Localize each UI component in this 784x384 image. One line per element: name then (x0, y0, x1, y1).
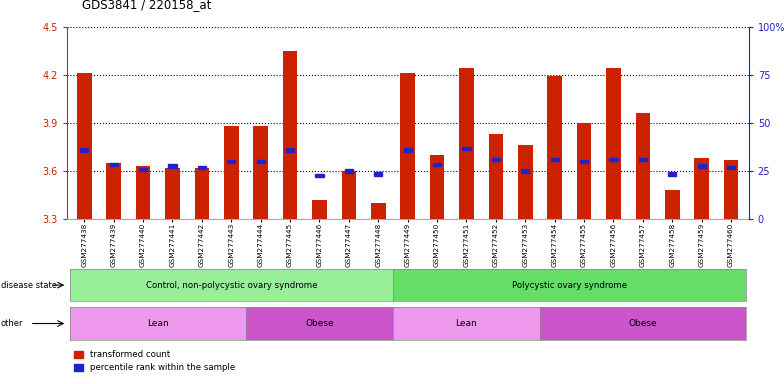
Bar (665, 190, 680, 219)
Text: Obese: Obese (305, 319, 334, 328)
Bar (374, 172, 383, 176)
Bar (404, 148, 412, 152)
Bar (580, 160, 588, 163)
Bar (253, 126, 268, 219)
Bar (110, 163, 118, 166)
Bar (433, 163, 441, 166)
Legend: transformed count, percentile rank within the sample: transformed count, percentile rank withi… (71, 347, 238, 376)
Bar (488, 134, 503, 219)
Text: Polycystic ovary syndrome: Polycystic ovary syndrome (512, 281, 627, 290)
Bar (609, 158, 618, 161)
Bar (315, 174, 324, 177)
Bar (107, 163, 121, 219)
Bar (636, 113, 650, 219)
Bar (139, 167, 147, 171)
Bar (345, 169, 353, 172)
Text: disease state: disease state (1, 281, 56, 290)
Text: Lean: Lean (456, 319, 477, 328)
Bar (165, 168, 180, 219)
Bar (550, 158, 559, 161)
Bar (286, 148, 294, 152)
Text: Lean: Lean (147, 319, 169, 328)
Text: Obese: Obese (629, 319, 657, 328)
Bar (463, 147, 470, 150)
Bar (80, 148, 89, 152)
Bar (430, 155, 445, 219)
Bar (198, 166, 206, 169)
Bar (724, 160, 739, 219)
Text: Control, non-polycystic ovary syndrome: Control, non-polycystic ovary syndrome (146, 281, 317, 290)
Bar (727, 166, 735, 169)
Bar (312, 200, 327, 219)
Bar (668, 172, 677, 176)
Bar (639, 158, 647, 161)
Bar (371, 203, 386, 219)
Bar (342, 171, 356, 219)
Bar (169, 164, 176, 168)
Text: GDS3841 / 220158_at: GDS3841 / 220158_at (82, 0, 212, 12)
Bar (521, 169, 529, 172)
Bar (492, 158, 500, 161)
Text: other: other (1, 319, 24, 328)
Bar (194, 168, 209, 219)
Bar (401, 73, 415, 219)
Bar (136, 166, 151, 219)
Bar (518, 145, 532, 219)
Bar (547, 76, 562, 219)
Bar (256, 160, 265, 163)
Bar (698, 164, 706, 168)
Bar (283, 51, 297, 219)
Bar (459, 68, 474, 219)
Bar (577, 123, 591, 219)
Bar (695, 158, 709, 219)
Bar (77, 73, 92, 219)
Bar (227, 160, 235, 163)
Bar (224, 126, 238, 219)
Bar (606, 68, 621, 219)
